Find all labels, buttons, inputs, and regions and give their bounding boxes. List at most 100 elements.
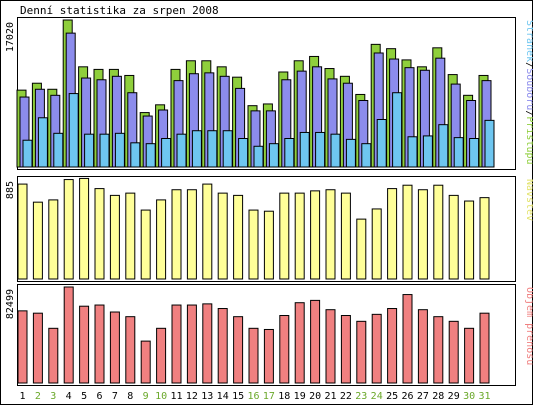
day-label: 29	[448, 391, 460, 402]
day-label: 10	[155, 391, 167, 402]
bar-stránek	[376, 118, 387, 168]
bar-visits	[171, 189, 182, 280]
bar-stránek	[68, 93, 79, 168]
legend-volume: Objem přenosu	[524, 287, 533, 365]
bar-volume	[371, 313, 382, 384]
legend-entry: Souborů	[524, 68, 533, 110]
bar-volume	[233, 316, 244, 384]
bar-stránek	[37, 117, 48, 168]
bar-stránek	[191, 130, 202, 168]
bar-visits	[263, 210, 274, 280]
bar-visits	[356, 218, 367, 280]
day-label: 9	[143, 391, 149, 402]
bar-volume	[402, 294, 413, 384]
day-label: 8	[127, 391, 133, 402]
day-label: 5	[81, 391, 87, 402]
bar-volume	[140, 340, 151, 384]
bar-visits	[156, 199, 167, 280]
day-label: 1	[19, 391, 25, 402]
bar-stránek	[176, 133, 187, 168]
bar-visits	[433, 184, 444, 280]
bar-volume	[17, 310, 28, 384]
bar-volume	[63, 286, 74, 384]
bar-stránek	[284, 137, 295, 168]
bar-visits	[248, 209, 259, 280]
bar-stránek	[299, 131, 310, 168]
bar-stránek	[99, 133, 110, 168]
ymax-label-access: 17020	[5, 22, 16, 52]
bar-volume	[186, 304, 197, 384]
bar-stránek	[315, 131, 326, 168]
bar-volume	[32, 312, 43, 384]
day-label: 6	[96, 391, 102, 402]
day-label: 13	[201, 391, 213, 402]
day-label: 3	[50, 391, 56, 402]
day-label: 2	[35, 391, 41, 402]
legend-entry: Přístupů	[524, 116, 533, 164]
bar-visits	[387, 188, 398, 280]
bar-stránek	[253, 145, 264, 168]
bar-visits	[417, 189, 428, 280]
day-label: 17	[263, 391, 275, 402]
ymax-label-visits: 885	[5, 181, 16, 199]
bar-visits	[371, 208, 382, 280]
bar-volume	[48, 327, 59, 384]
ymax-label-volume: 82499	[5, 289, 16, 319]
bar-stránek	[469, 137, 480, 168]
bar-visits	[279, 192, 290, 280]
bar-volume	[294, 302, 305, 384]
bar-volume	[79, 305, 90, 384]
bar-stránek	[392, 92, 403, 168]
bar-volume	[448, 320, 459, 384]
bar-stránek	[84, 133, 95, 168]
legend-visits: Návštěv	[524, 179, 533, 221]
bar-stránek	[222, 130, 233, 168]
bar-stránek	[145, 143, 156, 168]
legend-entry: /	[524, 62, 533, 68]
bar-volume	[279, 315, 290, 384]
day-label: 18	[278, 391, 290, 402]
bar-visits	[340, 192, 351, 280]
day-label: 4	[66, 391, 72, 402]
bar-volume	[325, 309, 336, 384]
legend-entry: /	[524, 110, 533, 116]
bar-volume	[248, 327, 259, 384]
bar-volume	[109, 311, 120, 384]
bar-visits	[186, 189, 197, 280]
day-label: 24	[371, 391, 383, 402]
bar-stránek	[53, 132, 64, 168]
day-label: 22	[340, 391, 352, 402]
bar-visits	[109, 194, 120, 280]
bar-visits	[32, 201, 43, 280]
day-label: 20	[309, 391, 321, 402]
bar-volume	[94, 304, 105, 384]
bar-volume	[310, 299, 321, 384]
bar-volume	[217, 308, 228, 384]
bar-visits	[448, 194, 459, 280]
legend-access: Stránek/Souborů/Přístupů	[524, 20, 533, 165]
day-label: 30	[463, 391, 475, 402]
bar-volume	[479, 312, 490, 384]
bar-volume	[171, 304, 182, 384]
legend-entry: Objem přenosu	[524, 287, 533, 365]
bar-stránek	[345, 138, 356, 168]
bar-volume	[156, 327, 167, 384]
day-label: 26	[401, 391, 413, 402]
bar-volume	[356, 320, 367, 384]
bar-volume	[433, 316, 444, 384]
bar-stránek	[407, 136, 418, 168]
bar-visits	[479, 197, 490, 280]
day-label: 14	[217, 391, 229, 402]
bar-visits	[63, 179, 74, 280]
bar-visits	[402, 184, 413, 280]
bar-visits	[294, 192, 305, 280]
bar-visits	[94, 188, 105, 280]
bar-stránek	[161, 137, 172, 168]
legend-entry: Návštěv	[524, 179, 533, 221]
day-label: 23	[355, 391, 367, 402]
bar-visits	[217, 192, 228, 280]
day-label: 28	[432, 391, 444, 402]
day-label: 7	[112, 391, 118, 402]
bar-stránek	[268, 143, 279, 168]
